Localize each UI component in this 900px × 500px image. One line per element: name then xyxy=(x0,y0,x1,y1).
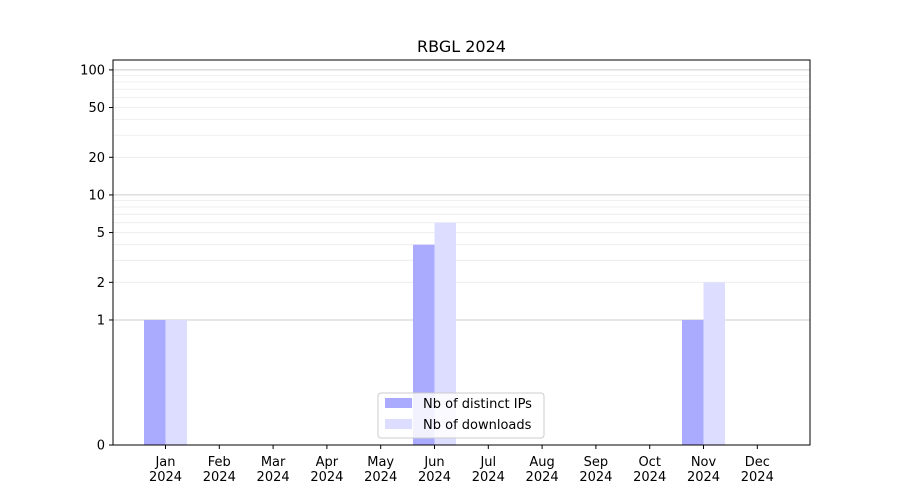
bar-distinct-ips xyxy=(682,319,704,445)
y-axis: 0 1 2 5 10 20 50 100 xyxy=(80,63,113,454)
legend-label: Nb of distinct IPs xyxy=(423,397,532,412)
y-tick-label: 2 xyxy=(97,276,105,291)
bar-downloads xyxy=(703,282,725,445)
legend-box xyxy=(377,392,545,439)
bar-downloads xyxy=(434,222,456,445)
chart-title: RBGL 2024 xyxy=(417,37,506,56)
legend: Nb of distinct IPs Nb of downloads xyxy=(377,392,545,439)
x-tick-label: Nov 2024 xyxy=(687,455,720,485)
y-tick-label: 10 xyxy=(88,188,105,203)
plot-frame xyxy=(112,59,811,446)
legend-swatch xyxy=(385,419,412,429)
y-tick-label: 100 xyxy=(80,63,105,78)
x-tick-label: Oct 2024 xyxy=(633,455,666,485)
x-tick-label: May 2024 xyxy=(364,455,397,485)
grid-lines xyxy=(113,69,810,321)
x-tick-label: Jul 2024 xyxy=(472,455,505,485)
x-tick-label: Jun 2024 xyxy=(418,455,451,485)
y-tick-label: 50 xyxy=(88,101,105,116)
x-tick-label: Dec 2024 xyxy=(741,455,774,485)
x-tick-label: Jan 2024 xyxy=(149,455,182,485)
bar-distinct-ips xyxy=(144,319,166,445)
x-tick-label: Apr 2024 xyxy=(310,455,343,485)
y-tick-label: 0 xyxy=(97,439,105,454)
x-axis: Jan 2024 Feb 2024 Mar 2024 Apr 2024 May 2024 Jun 20… xyxy=(149,445,774,485)
x-tick-label: Sep 2024 xyxy=(579,455,612,485)
x-tick-label: Mar 2024 xyxy=(257,455,290,485)
y-tick-label: 5 xyxy=(97,226,105,241)
x-tick-label: Feb 2024 xyxy=(203,455,236,485)
bar-downloads xyxy=(165,319,187,445)
x-tick-label: Aug 2024 xyxy=(526,455,559,485)
y-tick-label: 1 xyxy=(97,313,105,328)
y-tick-label: 20 xyxy=(88,151,105,166)
legend-label: Nb of downloads xyxy=(423,418,532,433)
legend-swatch xyxy=(385,398,412,408)
